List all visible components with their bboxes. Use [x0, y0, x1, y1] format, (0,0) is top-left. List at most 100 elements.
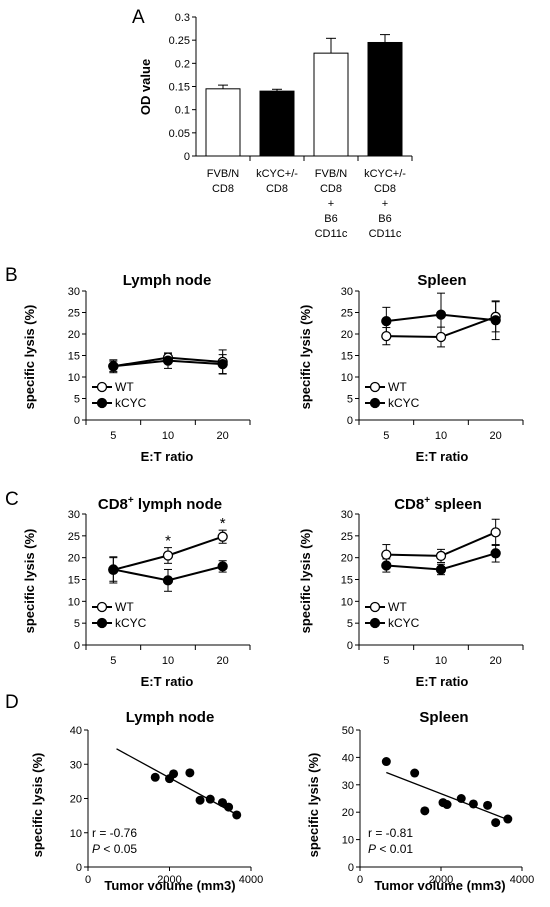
panel-a-category-label: FVB/N — [315, 168, 347, 180]
panel-b-right-legend-label: kCYC — [388, 396, 420, 410]
panel-c-left-point-wt — [162, 550, 174, 561]
panel-a-bar — [367, 41, 403, 157]
panel-a-bar — [259, 90, 295, 157]
panel-a-category-label: CD11c — [369, 228, 402, 240]
panel-a-category-label: FVB/N — [207, 168, 239, 180]
panel-letter-c: C — [5, 489, 19, 510]
panel-c-left-significance-asterisk: * — [165, 533, 171, 550]
panel-a-category-label: CD8 — [374, 183, 396, 195]
panel-c-left-point-wt — [217, 531, 228, 542]
panel-d-right-data-point — [456, 794, 466, 803]
panel-c-left-x-label: E:T ratio — [141, 674, 194, 689]
panel-c-left-title-rest: lymph node — [134, 496, 222, 513]
panel-a-y-tick-label: 0.1 — [175, 105, 190, 117]
panel-b-right-x-tick-label: 5 — [383, 430, 389, 442]
panel-d-left-data-point — [150, 772, 160, 782]
panel-c-right-title-sup: + — [424, 495, 430, 506]
panel-c-left-y-label: specific lysis (%) — [22, 529, 37, 634]
panel-d-right-y-tick-label: 20 — [342, 807, 354, 819]
panel-a-category-label: CD11c — [315, 228, 348, 240]
panel-d-right-data-point — [381, 757, 391, 767]
panel-c-right-title-main: CD8 — [394, 496, 424, 513]
panel-b-right-point-kcyc — [381, 315, 392, 327]
panel-a-category-label: B6 — [378, 213, 391, 225]
panel-c-left-x-tick-label: 10 — [162, 655, 174, 667]
panel-d-left-y-tick-label: 10 — [70, 828, 82, 840]
panel-b-left-x-label: E:T ratio — [141, 449, 194, 464]
panel-c-left-y-tick-label: 20 — [68, 553, 80, 565]
panel-c-left-point-kcyc — [217, 561, 228, 572]
panel-d-right-p-symbol: P — [368, 842, 376, 856]
panel-c-right-y-tick-label: 20 — [341, 553, 353, 565]
panel-b-spleen: Spleen specific lysis (%) E:T ratio 0 5 10… — [298, 272, 524, 464]
panel-c-right-point-wt — [490, 527, 501, 538]
panel-c-left-title-sup: + — [128, 495, 134, 506]
panel-d-right-r-value: r = -0.81 — [368, 826, 413, 840]
panel-c-right-x-tick-label: 20 — [490, 655, 502, 667]
panel-d-left-data-point — [185, 768, 195, 778]
panel-a-category-label: kCYC+/- — [256, 168, 298, 180]
panel-b-left-y-tick-label: 0 — [74, 415, 80, 427]
panel-a-y-tick-label: 0.3 — [175, 12, 190, 24]
panel-b-right-y-tick-label: 5 — [347, 394, 353, 406]
panel-d-left-data-point — [169, 769, 179, 779]
panel-c-right-point-kcyc — [490, 548, 501, 559]
panel-c-right-y-tick-label: 30 — [341, 509, 353, 521]
panel-c-right-point-kcyc — [435, 564, 447, 575]
panel-b-right-y-tick-label: 25 — [341, 308, 353, 320]
panel-d-right-y-tick-label: 0 — [348, 862, 354, 874]
panel-b-right-y-label: specific lysis (%) — [298, 305, 313, 410]
panel-a-category-label: kCYC+/- — [364, 168, 406, 180]
panel-d-left-p-threshold: < 0.05 — [100, 842, 137, 856]
panel-b-left-x-tick-label: 5 — [110, 430, 116, 442]
panel-d-right-p-value: P < 0.01 — [368, 842, 413, 856]
panel-b-left-y-tick-label: 10 — [68, 372, 80, 384]
panel-a-y-tick-label: 0.2 — [175, 58, 190, 70]
panel-d-right-x-tick-label: 0 — [357, 874, 363, 886]
panel-c-right-point-kcyc — [381, 560, 392, 571]
panel-b-right-y-tick-label: 15 — [341, 351, 353, 363]
panel-c-left-y-tick-label: 30 — [68, 509, 80, 521]
panel-d-left-title: Lymph node — [126, 709, 215, 726]
panel-a-category-label: CD8 — [266, 183, 288, 195]
panel-c-right-y-tick-label: 5 — [347, 618, 353, 630]
panel-c-right-title: CD8+ spleen — [394, 495, 482, 513]
panel-b-right-point-wt — [435, 331, 447, 343]
panel-b-left-legend-marker — [96, 397, 108, 409]
panel-letter-a: A — [132, 7, 145, 28]
panel-b-right-y-tick-label: 20 — [341, 329, 353, 341]
panel-c-left-legend-marker — [96, 617, 108, 629]
panel-d-left-r-value: r = -0.76 — [92, 826, 137, 840]
panel-c-left-y-tick-label: 0 — [74, 640, 80, 652]
panel-a-category-label: CD8 — [212, 183, 234, 195]
panel-a-category-label: + — [328, 198, 334, 210]
panel-d-left-y-tick-label: 30 — [70, 759, 82, 771]
panel-b-right-legend-label: WT — [388, 380, 407, 394]
panel-b-left-y-tick-label: 5 — [74, 394, 80, 406]
panel-c-right-y-tick-label: 15 — [341, 575, 353, 587]
panel-a-y-tick-label: 0.15 — [169, 82, 190, 94]
panel-b-left-title: Lymph node — [123, 272, 212, 289]
panel-c-right-point-wt — [435, 550, 447, 562]
panel-b-left-point-kcyc — [217, 358, 228, 370]
panel-b-right-y-tick-label: 30 — [341, 286, 353, 298]
panel-c-left-title: CD8+ lymph node — [98, 495, 222, 513]
panel-d-left-data-point — [195, 795, 205, 805]
panel-d-left-data-point — [205, 794, 215, 804]
panel-b-right-point-wt — [381, 330, 392, 342]
panel-c-left-x-tick-label: 5 — [110, 655, 116, 667]
panel-c-right-y-tick-label: 10 — [341, 596, 353, 608]
panel-d-right-trendline — [386, 771, 511, 822]
panel-d-left-y-tick-label: 40 — [70, 725, 82, 737]
panel-d-right-data-point — [503, 814, 513, 824]
panel-c-left-x-tick-label: 20 — [217, 655, 229, 667]
panel-d-right-data-point — [410, 768, 420, 778]
panel-b-right-y-tick-label: 10 — [341, 372, 353, 384]
panel-d-left-x-tick-label: 2000 — [157, 874, 181, 886]
panel-c-left-y-tick-label: 15 — [68, 575, 80, 587]
panel-d-right-data-point — [442, 800, 452, 810]
panel-d-right-data-point — [491, 818, 501, 828]
panel-a-y-label: OD value — [138, 59, 153, 115]
panel-d-left-p-value: P < 0.05 — [92, 842, 137, 856]
